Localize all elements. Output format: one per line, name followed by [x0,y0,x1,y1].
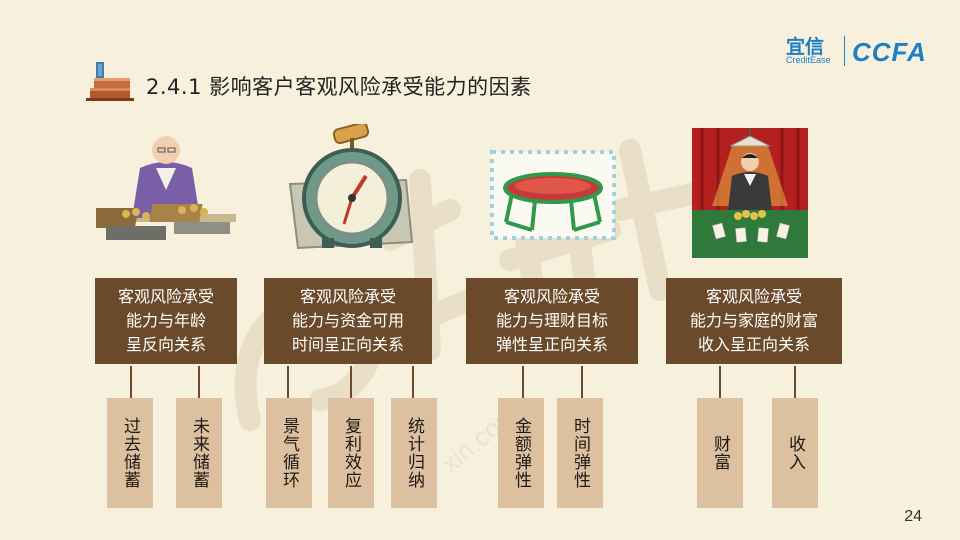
connector-line [350,366,352,398]
logo-divider [844,36,845,66]
factor-box: 未来储蓄 [176,398,222,508]
page-title: 2.4.1 影响客户客观风险承受能力的因素 [146,75,532,99]
main-box-line: 客观风险承受 [117,287,214,306]
logo-en: CreditEase [786,55,831,65]
trampoline-illustration [490,150,616,240]
connector-line [719,366,721,398]
factor-box: 金额弹性 [498,398,544,508]
books-icon [86,62,134,101]
alarm-clock-illustration [288,124,414,250]
connector-line [522,366,524,398]
logo-ccfa: CCFA [852,37,927,67]
logo: 宜信 CreditEase CCFA [786,32,936,74]
factor-box: 财富 [697,398,743,508]
main-box-line: 时间呈正向关系 [291,335,404,354]
connector-line [794,366,796,398]
main-box-line: 能力与资金可用 [291,311,404,330]
connector-line [287,366,289,398]
factor-box: 统计归纳 [391,398,437,508]
main-box-age: 客观风险承受 能力与年龄 呈反向关系 [95,278,237,364]
main-box-line: 弹性呈正向关系 [495,335,608,354]
main-box-line: 客观风险承受 [503,287,600,306]
main-box-line: 客观风险承受 [299,287,396,306]
connector-line [198,366,200,398]
main-box-line: 能力与理财目标 [495,311,608,330]
factor-box: 复利效应 [328,398,374,508]
page-number: 24 [904,508,922,525]
logo-cn: 宜信 [786,36,825,58]
factor-box: 收入 [772,398,818,508]
main-box-wealth: 客观风险承受 能力与家庭的财富 收入呈正向关系 [666,278,842,364]
elderly-man-illustration [96,136,236,240]
factor-box: 时间弹性 [557,398,603,508]
main-box-line: 能力与年龄 [125,311,206,330]
main-box-goal: 客观风险承受 能力与理财目标 弹性呈正向关系 [466,278,638,364]
connector-line [412,366,414,398]
main-box-line: 客观风险承受 [705,287,802,306]
connector-line [130,366,132,398]
main-box-line: 呈反向关系 [125,335,206,354]
main-box-line: 能力与家庭的财富 [689,311,818,330]
factor-box: 过去储蓄 [107,398,153,508]
connector-line [581,366,583,398]
factor-box: 景气循环 [266,398,312,508]
main-box-time: 客观风险承受 能力与资金可用 时间呈正向关系 [264,278,432,364]
main-box-line: 收入呈正向关系 [697,335,810,354]
card-dealer-illustration [692,128,808,258]
